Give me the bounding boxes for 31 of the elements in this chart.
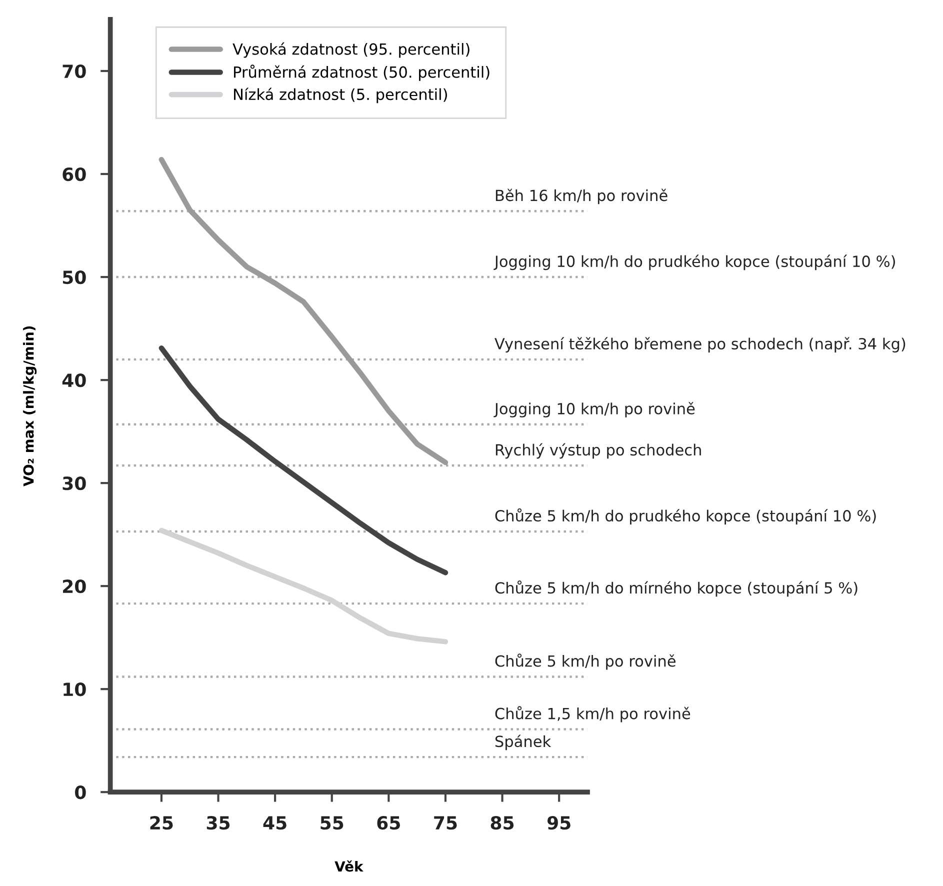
x-tick-label: 55	[320, 816, 344, 830]
ref-line-label: Jogging 10 km/h po rovině	[494, 402, 695, 418]
y-tick-label: 60	[62, 167, 86, 182]
y-tick-label: 70	[62, 64, 86, 78]
ref-line-label: Spánek	[495, 734, 552, 750]
y-tick-label: 0	[75, 786, 86, 800]
ref-line-label: Jogging 10 km/h do prudkého kopce (stoupání 10 %)	[494, 254, 895, 270]
y-tick-label: 20	[63, 580, 86, 594]
legend-label: Nízká zdatnost (5. percentil)	[234, 88, 447, 104]
ref-line-label: Rychlý výstup po schodech	[496, 443, 701, 459]
ref-line-label: Chůze 5 km/h do prudkého kopce (stoupání 10 %)	[495, 508, 876, 525]
ref-line-label: Chůze 1,5 km/h po rovině	[495, 706, 690, 722]
x-tick-label: 65	[377, 816, 400, 830]
x-tick-label: 85	[490, 816, 514, 830]
legend-label: Vysoká zdatnost (95. percentil)	[232, 42, 470, 58]
x-axis-title: Věk	[334, 860, 364, 872]
y-tick-label: 30	[62, 476, 86, 490]
ref-line-label: Vynesení těžkého břemene po schodech (např. 34 kg)	[494, 337, 906, 352]
y-tick-label: 10	[64, 682, 86, 696]
x-tick-label: 95	[547, 816, 570, 830]
x-tick-label: 25	[150, 816, 173, 830]
ref-line-label: Chůze 5 km/h po rovině	[495, 654, 676, 670]
x-tick-label: 35	[206, 816, 230, 830]
y-tick-label: 50	[62, 270, 86, 284]
x-tick-label: 45	[263, 816, 286, 830]
ref-line-label: Běh 16 km/h po rovině	[496, 188, 668, 204]
y-axis-title: VO₂ max (ml/kg/min)	[23, 326, 37, 486]
y-tick-label: 40	[62, 373, 86, 388]
ref-line-label: Chůze 5 km/h do mírného kopce (stoupání 5 %)	[495, 580, 858, 597]
x-tick-label: 75	[434, 816, 457, 830]
legend-label: Průměrná zdatnost (50. percentil)	[234, 64, 490, 81]
